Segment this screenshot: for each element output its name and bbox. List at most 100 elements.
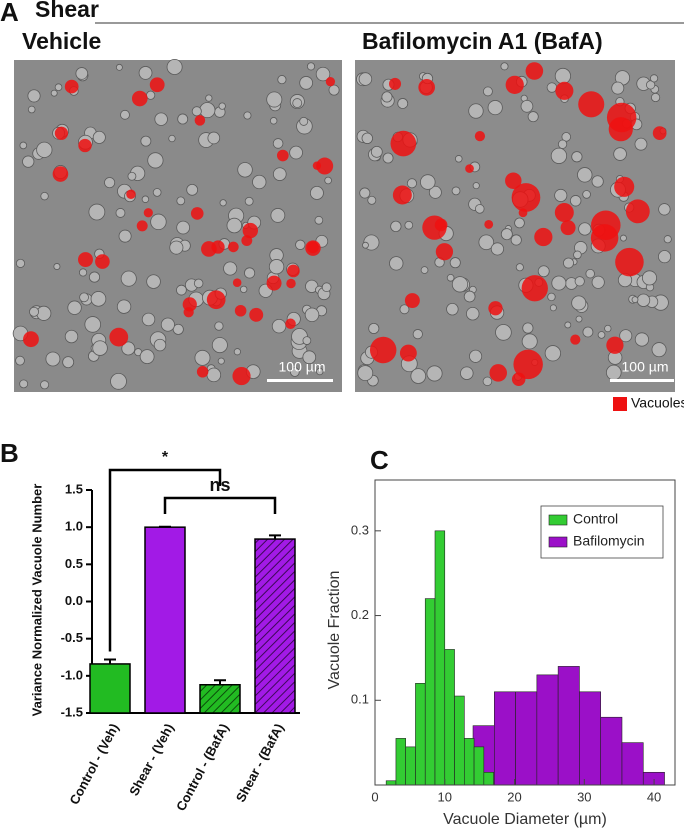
cell [482,86,493,97]
vacuole [615,247,644,277]
cell [404,220,414,230]
vacuole [54,126,69,140]
cell [272,138,284,149]
cell [582,190,591,199]
vacuole [78,252,93,268]
error-bar [269,534,281,540]
vacuole [389,77,402,90]
panel-label: C [370,445,389,475]
cell [36,305,52,321]
cell [88,271,101,283]
cell [420,174,436,190]
cell [176,284,187,296]
cell [121,341,136,356]
vacuole [399,344,417,362]
vacuole [474,131,486,142]
cell [510,234,522,246]
vacuole [242,222,258,239]
cell [406,178,418,189]
x-tick-label: 40 [647,789,661,804]
cell [463,290,476,303]
vacuole [511,372,526,387]
cell [358,72,373,86]
cell [651,92,661,103]
cell [527,111,539,123]
histogram-bar [405,746,416,786]
cell [451,276,469,293]
histogram-bar [494,691,516,786]
cell [547,292,556,302]
cell [574,276,585,287]
vacuole [511,183,541,212]
cell [362,241,369,249]
vacuole [234,304,247,317]
cell [154,112,168,126]
cell [550,147,568,164]
vacuole [266,275,282,291]
scale-bar-label: 100 µm [622,359,669,375]
cell [289,145,303,160]
cell [324,176,332,185]
cell [271,318,287,334]
bar [89,663,131,714]
cell [64,329,79,344]
cell [27,105,36,114]
legend-swatch [613,397,627,411]
vacuole [518,208,528,218]
cell [219,199,227,207]
cell [160,317,175,332]
cell [277,75,287,85]
cell [290,367,300,377]
cell [147,152,164,169]
image-title: Bafilomycin A1 (BafA) [362,28,603,54]
significance-label: * [162,449,169,466]
cell [564,321,572,329]
histogram-bar [621,742,644,786]
cell [658,250,672,264]
cell [75,67,89,80]
vacuole [554,203,574,223]
plot-frame [374,479,676,786]
cell [466,306,480,321]
vacuole [392,185,412,205]
vacuole [228,241,239,253]
y-tick-label: 0.0 [65,593,83,608]
bar [144,526,186,714]
cell [150,213,167,231]
vacuole [109,327,129,347]
vacuole [404,293,420,309]
cell [36,141,53,158]
cell [575,315,583,323]
cell [478,234,495,251]
histogram-bar [434,530,446,786]
cell [193,278,204,289]
cell [152,188,162,197]
cell [468,103,484,119]
cell [223,261,238,276]
cell [537,265,550,278]
scale-bar-label: 100 µm [279,359,326,375]
cell [619,329,633,343]
cell [551,275,567,291]
cell [449,257,461,269]
panel-label: A [0,0,19,27]
y-tick-label: -1.5 [61,704,83,719]
y-tick-label: 1.5 [65,481,83,496]
legend-label: Vacuoles [631,395,684,411]
cell [309,186,324,200]
cell [243,111,252,120]
cell [370,145,383,158]
cell [50,89,58,97]
cell [15,258,26,268]
x-tick-label: 0 [371,789,378,804]
histogram-bar [385,780,397,786]
cell [482,376,493,387]
cell [397,98,409,109]
cell [359,187,371,199]
cell [176,196,186,206]
cell [218,102,226,110]
cell [120,109,130,120]
vacuole [590,224,619,252]
vacuole [652,126,667,140]
